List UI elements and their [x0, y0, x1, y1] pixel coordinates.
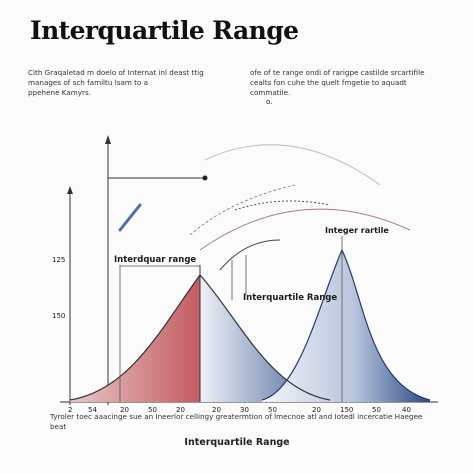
x-tick-label: 2 — [68, 406, 72, 414]
x-tick-label: 150 — [340, 406, 353, 414]
y-tick-label: 125 — [52, 256, 65, 264]
arc-red — [199, 208, 411, 251]
small-mark: o. — [266, 98, 272, 106]
red-area — [70, 275, 200, 402]
y-axis-left-arrow — [67, 186, 73, 194]
bottom-label: Interquartile Range — [184, 437, 290, 448]
blue-area-right — [262, 250, 430, 402]
x-tick-label: 20 — [312, 406, 321, 414]
page-title: Interquartile Range — [30, 16, 299, 45]
label-iqr-left: Interdquar range — [114, 255, 196, 265]
x-tick-label: 50 — [148, 406, 157, 414]
x-tick-label: 40 — [402, 406, 411, 414]
x-tick-label: 20 — [212, 406, 221, 414]
x-tick-label: 30 — [240, 406, 249, 414]
x-tick-label: 20 — [176, 406, 185, 414]
arc-top — [204, 144, 381, 186]
y-tick-label: 150 — [52, 312, 65, 320]
blue-area-left — [200, 275, 330, 402]
description-right: ofe of te range ondi of rarigpe castilde… — [250, 68, 425, 97]
y-axis-right-arrow — [105, 135, 111, 144]
x-tick-label: 50 — [268, 406, 277, 414]
arc-dashed — [234, 200, 331, 211]
arc-inner — [219, 239, 281, 271]
description-left: Cith Graqaletad m doelo of Internat inl … — [28, 68, 204, 97]
pointer-dot — [202, 175, 208, 181]
footnote: Tyroler toec aaacinge sue an Ineerlor ce… — [50, 412, 423, 431]
x-tick-label: 20 — [120, 406, 129, 414]
label-iqr-right: Integer rartile — [325, 226, 389, 235]
x-tick-label: 54 — [88, 406, 97, 414]
arc-dashed-2 — [189, 184, 296, 236]
accent-stroke — [118, 203, 142, 232]
label-iqr-middle: Interquartile Range — [243, 293, 337, 303]
x-tick-label: 50 — [372, 406, 381, 414]
